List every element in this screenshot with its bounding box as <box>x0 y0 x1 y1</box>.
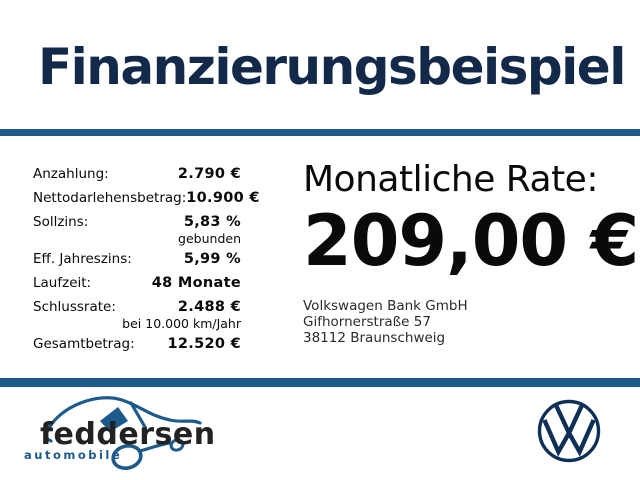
finance-label: Anzahlung: <box>33 166 109 182</box>
page-title: Finanzierungsbeispiel <box>38 38 626 96</box>
header-divider <box>0 129 640 136</box>
finance-row-schlussrate: Schlussrate: 2.488 € <box>33 299 241 316</box>
finance-label: Nettodarlehensbetrag: <box>33 190 187 206</box>
finance-value: 5,99 % <box>183 251 241 267</box>
finance-label: Gesamtbetrag: <box>33 336 135 352</box>
finance-row-sollzins: Sollzins: 5,83 % <box>33 214 241 231</box>
finance-note-sollzins: gebunden <box>178 231 241 246</box>
finance-value: 10.900 € <box>186 190 260 206</box>
vw-logo <box>535 397 603 469</box>
finance-value: 12.520 € <box>167 336 241 352</box>
monthly-rate-heading: Monatliche Rate: <box>303 159 598 200</box>
dealer-logo: feddersen automobile <box>18 390 228 480</box>
finance-row-gesamtbetrag: Gesamtbetrag: 12.520 € <box>33 336 241 353</box>
monthly-rate-block: Monatliche Rate: 209,00 € Volkswagen Ban… <box>303 158 639 346</box>
finance-row-anzahlung: Anzahlung: 2.790 € <box>33 166 241 183</box>
dealer-name: feddersen <box>40 417 216 452</box>
monthly-rate-amount: 209,00 € <box>303 200 639 282</box>
finance-table: Anzahlung: 2.790 € Nettodarlehensbetrag:… <box>33 166 259 360</box>
finance-value: 48 Monate <box>151 275 241 291</box>
finance-label: Eff. Jahreszins: <box>33 251 132 267</box>
finance-note-schlussrate: bei 10.000 km/Jahr <box>122 316 241 331</box>
finance-row-nettodarlehensbetrag: Nettodarlehensbetrag: 10.900 € <box>33 190 259 207</box>
finance-label: Laufzeit: <box>33 275 92 291</box>
finance-row-eff-jahreszins: Eff. Jahreszins: 5,99 % <box>33 251 241 268</box>
bank-address-line: Volkswagen Bank GmbH <box>303 298 468 314</box>
dealer-subtitle: automobile <box>24 448 122 462</box>
bank-address-line: Gifhornerstraße 57 <box>303 314 431 330</box>
finance-value: 5,83 % <box>183 214 241 230</box>
footer-divider <box>0 378 640 387</box>
finance-label: Schlussrate: <box>33 299 116 315</box>
vw-logo-icon <box>537 399 601 463</box>
bank-address: Volkswagen Bank GmbH Gifhornerstraße 57 … <box>303 298 633 346</box>
car-sketch-icon: feddersen automobile <box>24 396 216 470</box>
bank-address-line: 38112 Braunschweig <box>303 330 446 346</box>
finance-value: 2.790 € <box>177 166 241 182</box>
finance-value: 2.488 € <box>177 299 241 315</box>
finance-label: Sollzins: <box>33 214 89 230</box>
finance-row-laufzeit: Laufzeit: 48 Monate <box>33 275 241 292</box>
